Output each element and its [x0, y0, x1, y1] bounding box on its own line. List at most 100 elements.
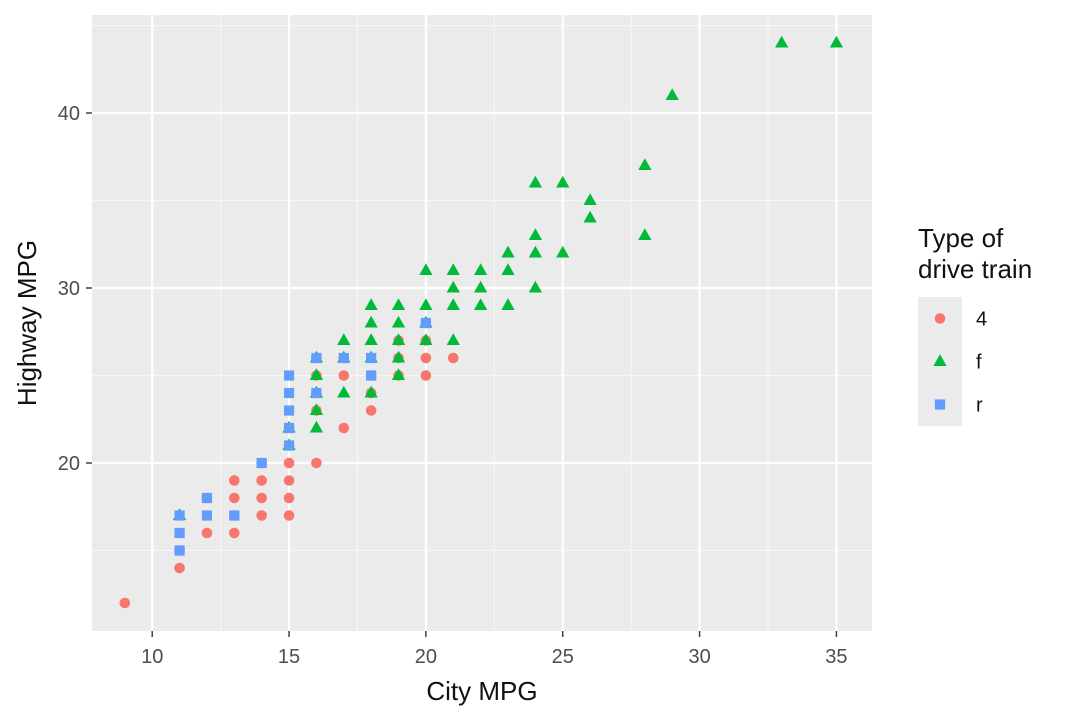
point-f-8 — [337, 385, 351, 398]
point-r-17 — [420, 317, 431, 329]
point-f-16 — [391, 368, 406, 380]
point-4-0 — [119, 597, 131, 609]
legend-key-4 — [934, 313, 946, 324]
point-4-25 — [338, 370, 350, 381]
point-f-43 — [638, 228, 652, 240]
x-tick-label-3: 25 — [552, 646, 574, 668]
plot-panel — [92, 15, 872, 631]
point-r-1 — [174, 527, 185, 539]
point-f-10 — [337, 333, 351, 345]
point-r-15 — [366, 370, 377, 381]
point-4-33 — [420, 370, 432, 381]
point-f-42 — [583, 193, 597, 205]
x-axis-title: City MPG — [426, 676, 537, 706]
point-r-11 — [283, 370, 295, 381]
point-f-25 — [446, 333, 460, 345]
point-f-32 — [501, 298, 515, 310]
point-f-15 — [364, 298, 378, 310]
point-f-37 — [528, 228, 542, 240]
point-f-17 — [391, 350, 406, 363]
point-f-34 — [501, 245, 515, 258]
point-4-8 — [229, 475, 240, 486]
point-r-2 — [174, 510, 185, 521]
x-tick-label-5: 35 — [825, 646, 847, 668]
point-f-6 — [309, 368, 324, 380]
legend-title-line-1: Type of — [918, 223, 1004, 253]
point-4-34 — [420, 352, 432, 364]
legend-key-f — [933, 354, 947, 366]
point-r-5 — [229, 510, 240, 521]
point-4-11 — [256, 475, 267, 486]
point-r-14 — [338, 352, 349, 364]
point-r-9 — [283, 405, 295, 416]
legend-label-4: 4 — [976, 309, 987, 331]
point-r-7 — [283, 440, 295, 451]
point-f-33 — [501, 263, 515, 275]
x-tick-label-0: 10 — [141, 646, 163, 668]
point-4-10 — [256, 492, 267, 504]
point-r-12 — [311, 387, 322, 399]
point-f-24 — [419, 263, 433, 275]
point-f-29 — [474, 298, 488, 310]
point-4-3 — [201, 527, 213, 539]
point-f-46 — [775, 35, 789, 48]
point-f-30 — [474, 280, 488, 293]
point-f-38 — [528, 175, 542, 188]
point-f-45 — [665, 88, 679, 100]
point-r-6 — [256, 457, 267, 469]
point-f-39 — [556, 245, 570, 258]
point-f-36 — [528, 245, 542, 258]
point-r-8 — [283, 422, 295, 434]
point-4-9 — [256, 510, 267, 521]
point-4-24 — [338, 422, 350, 434]
point-f-47 — [829, 35, 844, 48]
point-f-13 — [364, 333, 378, 345]
point-r-10 — [283, 387, 295, 399]
legend-key-r — [934, 399, 946, 410]
point-f-26 — [446, 298, 460, 310]
legend-title-line-2: drive train — [918, 254, 1032, 284]
point-4-15 — [283, 475, 295, 486]
point-f-27 — [446, 280, 460, 293]
y-tick-label-1: 30 — [58, 278, 80, 300]
point-4-5 — [229, 527, 240, 539]
point-f-23 — [419, 298, 433, 310]
point-f-31 — [474, 263, 488, 275]
point-f-35 — [528, 280, 542, 293]
x-tick-label-4: 30 — [688, 646, 710, 668]
point-4-16 — [283, 457, 295, 469]
point-4-7 — [229, 492, 240, 504]
point-4-27 — [365, 405, 377, 416]
point-f-3 — [309, 420, 324, 433]
point-4-37 — [447, 352, 459, 364]
point-f-20 — [391, 298, 406, 310]
point-r-3 — [201, 510, 213, 521]
legend-label-f: f — [976, 352, 982, 374]
y-tick-label-0: 20 — [58, 453, 80, 475]
point-f-40 — [556, 175, 570, 188]
x-tick-label-1: 15 — [278, 646, 300, 668]
point-f-44 — [638, 158, 652, 170]
point-r-16 — [366, 352, 377, 364]
point-4-13 — [283, 510, 295, 521]
legend-label-r: r — [976, 395, 983, 417]
point-r-13 — [311, 352, 322, 364]
point-f-14 — [364, 315, 378, 328]
point-f-21 — [419, 333, 433, 345]
x-tick-label-2: 20 — [415, 646, 437, 668]
y-axis-title: Highway MPG — [12, 240, 42, 406]
point-r-4 — [201, 492, 213, 504]
point-f-19 — [391, 315, 406, 328]
point-f-28 — [446, 263, 460, 275]
point-4-14 — [283, 492, 295, 504]
point-f-18 — [391, 333, 406, 345]
point-f-11 — [364, 385, 378, 398]
point-r-0 — [174, 545, 185, 556]
point-f-41 — [583, 210, 597, 223]
y-tick-label-2: 40 — [58, 103, 80, 125]
point-4-1 — [174, 562, 185, 574]
point-f-4 — [309, 403, 324, 415]
point-4-19 — [311, 457, 322, 469]
